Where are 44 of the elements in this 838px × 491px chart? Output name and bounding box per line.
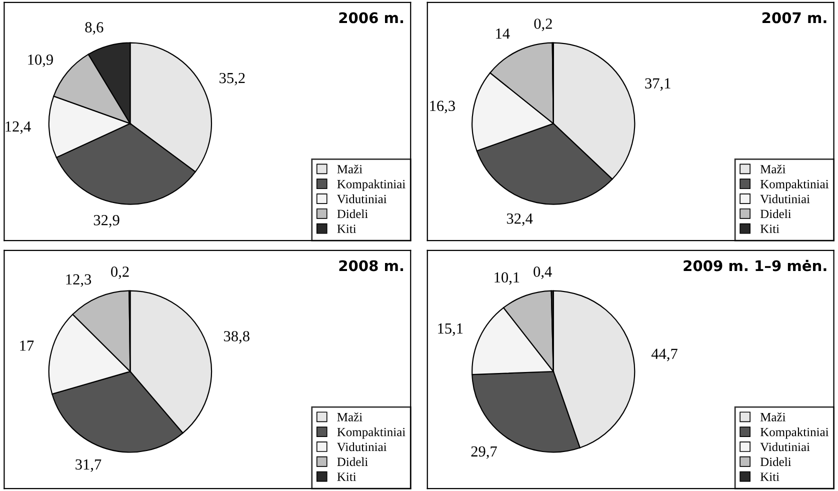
data-label: 14 (496, 28, 510, 39)
legend-label: Maži (337, 164, 362, 174)
data-label: 12,4 (6, 121, 31, 134)
data-label: 44,7 (651, 348, 678, 362)
data-label: 35,2 (220, 72, 245, 86)
data-label: 17 (20, 340, 34, 351)
data-label: 38,8 (224, 331, 250, 344)
data-label: 32,4 (506, 213, 533, 226)
legend-label: Kiti (337, 472, 356, 482)
legend-label: Kompaktiniai (337, 180, 406, 191)
legend-label: Vidutiniai (337, 194, 387, 204)
data-label: 0,2 (534, 18, 552, 32)
chart-title: 2006 m. (339, 12, 404, 24)
data-label: 29,7 (471, 446, 497, 459)
legend-label: Dideli (337, 457, 368, 466)
data-label: 37,1 (645, 78, 670, 91)
legend-label: Kompaktiniai (760, 427, 829, 439)
data-label: 10,1 (494, 272, 520, 285)
legend-label: Maži (760, 164, 786, 174)
data-label: 0,2 (111, 266, 129, 280)
legend-label: Dideli (760, 457, 792, 466)
legend-label: Kompaktiniai (760, 180, 829, 191)
data-label: 8,6 (85, 22, 104, 35)
data-label: 31,7 (76, 459, 102, 472)
data-label: 15,1 (438, 323, 463, 336)
data-label: 0,4 (534, 266, 552, 280)
legend-label: Dideli (760, 209, 792, 218)
legend-label: Vidutiniai (760, 442, 810, 452)
legend-label: Kiti (760, 472, 780, 482)
data-label: 16,3 (430, 100, 455, 114)
legend-label: Kompaktiniai (337, 427, 406, 439)
legend-label: Maži (760, 412, 786, 422)
legend-label: Dideli (337, 209, 368, 218)
data-label: 10,9 (28, 54, 53, 68)
legend-label: Maži (337, 412, 362, 422)
chart-title: 2009 m. 1–9 mėn. (684, 260, 826, 272)
legend-label: Kiti (337, 224, 356, 234)
chart-title: 2007 m. (762, 12, 826, 24)
legend-label: Vidutiniai (760, 194, 810, 204)
chart-title: 2008 m. (339, 260, 404, 272)
data-label: 12,3 (66, 274, 92, 287)
legend-label: Vidutiniai (337, 442, 387, 452)
legend-label: Kiti (760, 224, 780, 234)
data-label: 32,9 (94, 215, 120, 228)
